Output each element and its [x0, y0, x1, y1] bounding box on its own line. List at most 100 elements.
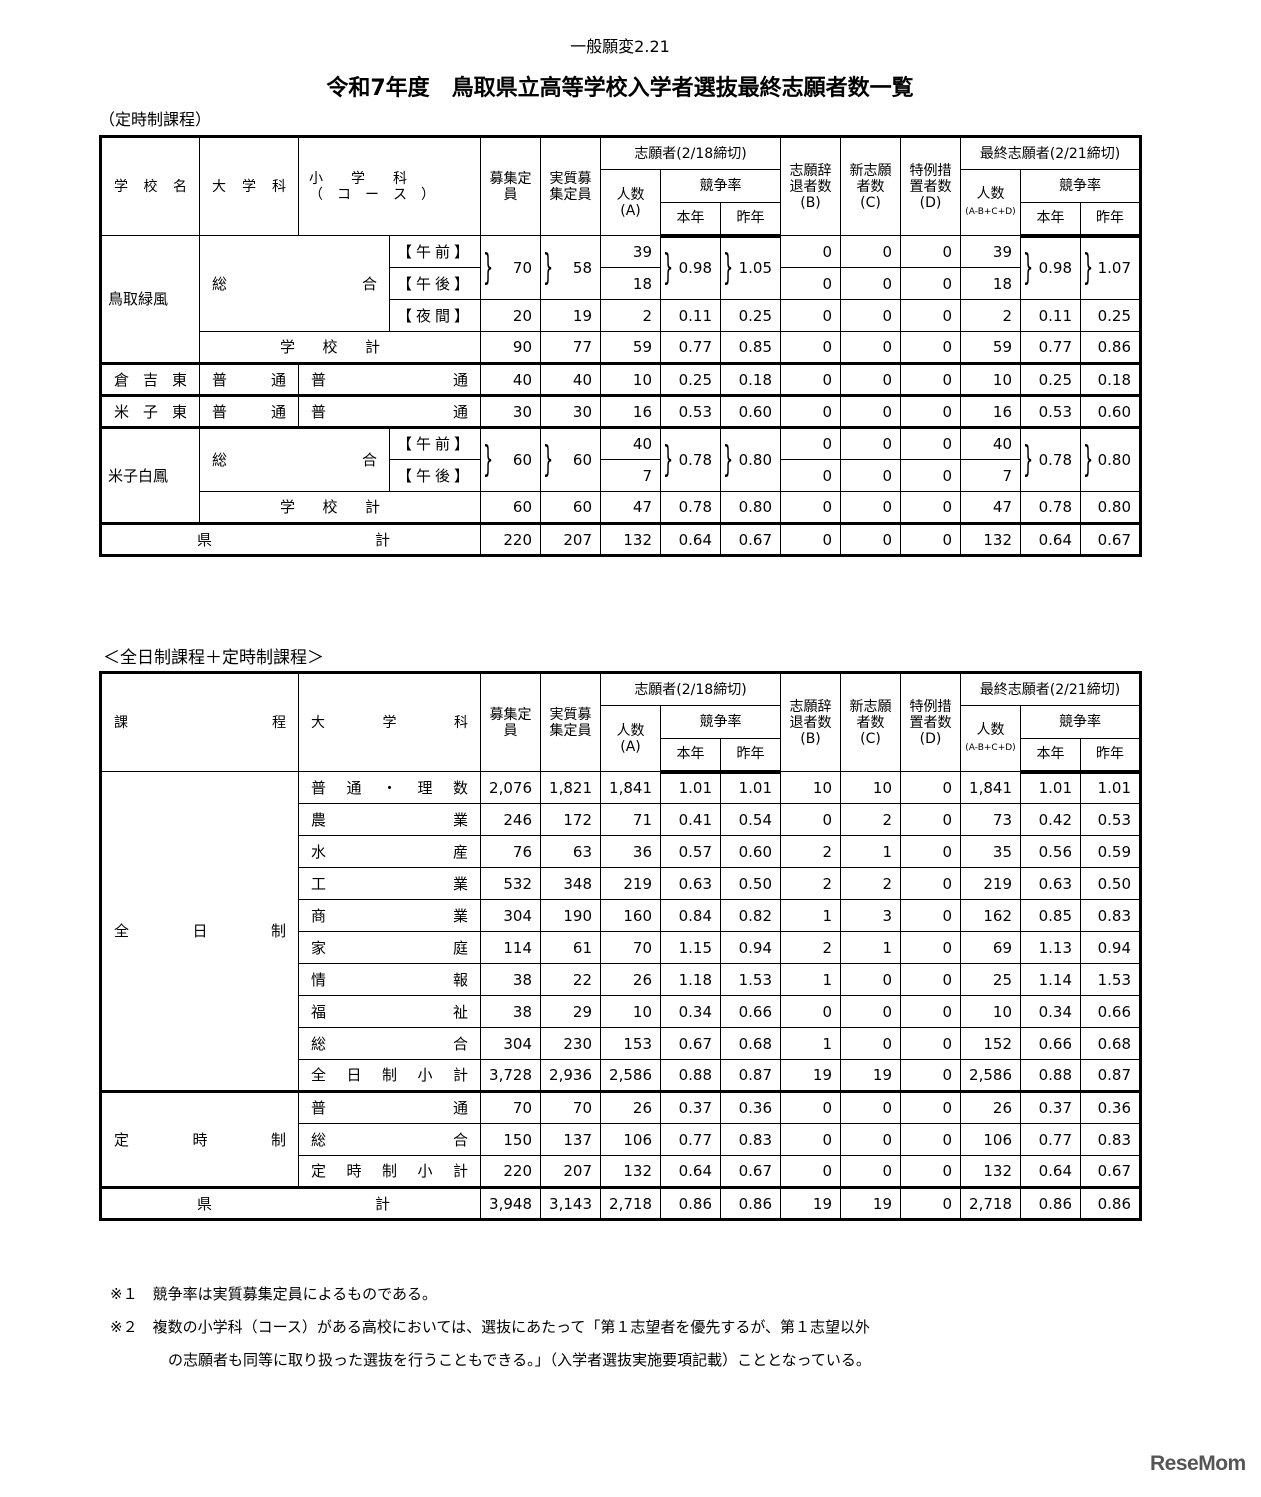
cell-text: 162 — [983, 906, 1012, 925]
cell-text: 10 — [872, 778, 892, 797]
cell-frate: 0.86 — [1020, 1186, 1081, 1220]
cell-rate: 0.67 — [660, 1027, 721, 1060]
cell-text: 1.05 — [738, 259, 772, 278]
department: 普通・理数 — [298, 771, 481, 804]
cell-a: 132 — [600, 522, 661, 556]
cell-text: 0.82 — [738, 906, 772, 925]
cell-text: 0.36 — [1097, 1099, 1131, 1117]
cell-a: 36 — [600, 835, 661, 868]
cell-final: 132 — [960, 522, 1021, 556]
cell-frate: 0.88 — [1020, 1059, 1081, 1092]
cell-text: 0 — [942, 1034, 952, 1053]
header-text: 本年 — [676, 746, 705, 763]
cell-b: 0 — [780, 362, 841, 396]
cell-text: 0 — [822, 306, 832, 325]
cell-b: 1 — [780, 899, 841, 932]
header-quota: 募集定員 — [480, 672, 541, 772]
cell-frate: } 0.78 — [1020, 426, 1081, 492]
header-subdept: 小 学 科（ コ ー ス ） — [298, 136, 481, 236]
cell-rate: 0.63 — [660, 867, 721, 900]
cell-last: 0.66 — [720, 995, 781, 1028]
cell-quota: 90 — [480, 331, 541, 364]
header-new: 新志願者数 (C) — [840, 136, 901, 236]
cell-b: 0 — [780, 491, 841, 524]
cell-text: 0 — [942, 1002, 952, 1021]
cell-d: 0 — [900, 235, 961, 268]
cell-text: 0 — [882, 1130, 892, 1149]
cell-text: 0.87 — [1097, 1066, 1131, 1084]
cell-last: 0.60 — [720, 394, 781, 428]
cell-final: 152 — [960, 1027, 1021, 1060]
cell-text: 348 — [563, 874, 592, 893]
cell-text: 0 — [942, 498, 952, 516]
header-this-year: 本年 — [660, 202, 721, 238]
cell-c: 0 — [840, 522, 901, 556]
course: 【午後】 — [389, 459, 481, 492]
cell-a: 16 — [600, 394, 661, 428]
cell-flast: } 1.07 — [1080, 235, 1141, 300]
cell-text: 60 — [512, 498, 532, 516]
cell-text: 0.11 — [1038, 306, 1072, 325]
cell-text: 1.18 — [678, 970, 712, 989]
cell-rate: 0.41 — [660, 803, 721, 836]
cell-actual: 1,821 — [540, 771, 601, 804]
header-applicants: 志願者(2/18締切) — [600, 136, 781, 170]
course-type-part-time: 定時制 — [100, 1090, 299, 1188]
cell-quota: 38 — [480, 995, 541, 1028]
cell-text: 0.83 — [738, 1130, 772, 1149]
school-name: 米子白鳳 — [100, 426, 200, 524]
cell-b: 0 — [780, 995, 841, 1028]
cell-actual: 77 — [540, 331, 601, 364]
cell-rate: 0.78 — [660, 491, 721, 524]
cell-text: 0.60 — [738, 402, 772, 421]
cell-text: 70 — [512, 258, 532, 277]
cell-d: 0 — [900, 522, 961, 556]
header-text: (D) — [919, 194, 942, 211]
cell-last: 0.82 — [720, 899, 781, 932]
cell-text: 77 — [572, 338, 592, 356]
header-text: 実質募集定員 — [549, 706, 592, 739]
cell-text: 220 — [503, 530, 532, 549]
cell-text: 0.67 — [738, 1162, 772, 1180]
cell-text: 県計 — [197, 1194, 390, 1213]
header-dept: 大学科 — [199, 136, 299, 236]
header-text: (B) — [800, 194, 821, 211]
cell-text: 0.57 — [678, 842, 712, 861]
table-row: 商業 304 190 160 0.84 0.82 1 3 0 162 0.85 0.83 — [101, 899, 1141, 932]
cell-rate: 0.88 — [660, 1059, 721, 1092]
header-text: 実質募集定員 — [549, 170, 592, 203]
cell-text: 0.88 — [678, 1066, 712, 1084]
cell-d: 0 — [900, 963, 961, 996]
cell-d: 0 — [900, 1027, 961, 1060]
cell-last: } 0.80 — [720, 426, 781, 492]
department: 全日制小計 — [298, 1059, 481, 1092]
cell-text: 水産 — [311, 842, 468, 861]
cell-text: 0.64 — [678, 1162, 712, 1180]
cell-text: 情報 — [311, 970, 468, 989]
cell-text: 0.25 — [1038, 370, 1072, 389]
cell-actual: 207 — [540, 1155, 601, 1188]
table-row: 鳥取緑風総 合【午前】} 70} 58 39} 0.98} 1.05 0 0 0 39} 0.98}… — [100, 235, 1141, 364]
header-text: (A) — [620, 738, 641, 755]
cell-text: 家庭 — [311, 938, 468, 957]
cell-text: 0 — [942, 466, 952, 485]
cell-last: 0.85 — [720, 331, 781, 364]
header-final-count: 人数 (A-B+C+D) — [960, 705, 1021, 772]
cell-a: 1,841 — [600, 771, 661, 804]
cell-d: 0 — [900, 1186, 961, 1220]
cell-last: 0.60 — [720, 835, 781, 868]
cell-actual: 172 — [540, 803, 601, 836]
cell-quota: 70 — [480, 1090, 541, 1124]
header-text: 人数 — [616, 722, 645, 739]
cell-c: 10 — [840, 771, 901, 804]
cell-text: 114 — [503, 938, 532, 957]
table-row: 定時制小計 220 207 132 0.64 0.67 0 0 0 132 0.64 0.67 — [101, 1155, 1141, 1188]
cell-text: 0.66 — [1097, 1002, 1131, 1021]
header-text: 本年 — [1036, 210, 1065, 227]
cell-text: 普通・理数 — [311, 778, 468, 797]
cell-last: 0.54 — [720, 803, 781, 836]
header-special: 特例措置者数 (D) — [900, 672, 961, 772]
footnote-2-continued: の志願者も同等に取り扱った選抜を行うこともできる。」（入学者選抜実施要項記載）こ… — [168, 1351, 871, 1369]
cell-final: 162 — [960, 899, 1021, 932]
cell-d: 0 — [900, 362, 961, 396]
